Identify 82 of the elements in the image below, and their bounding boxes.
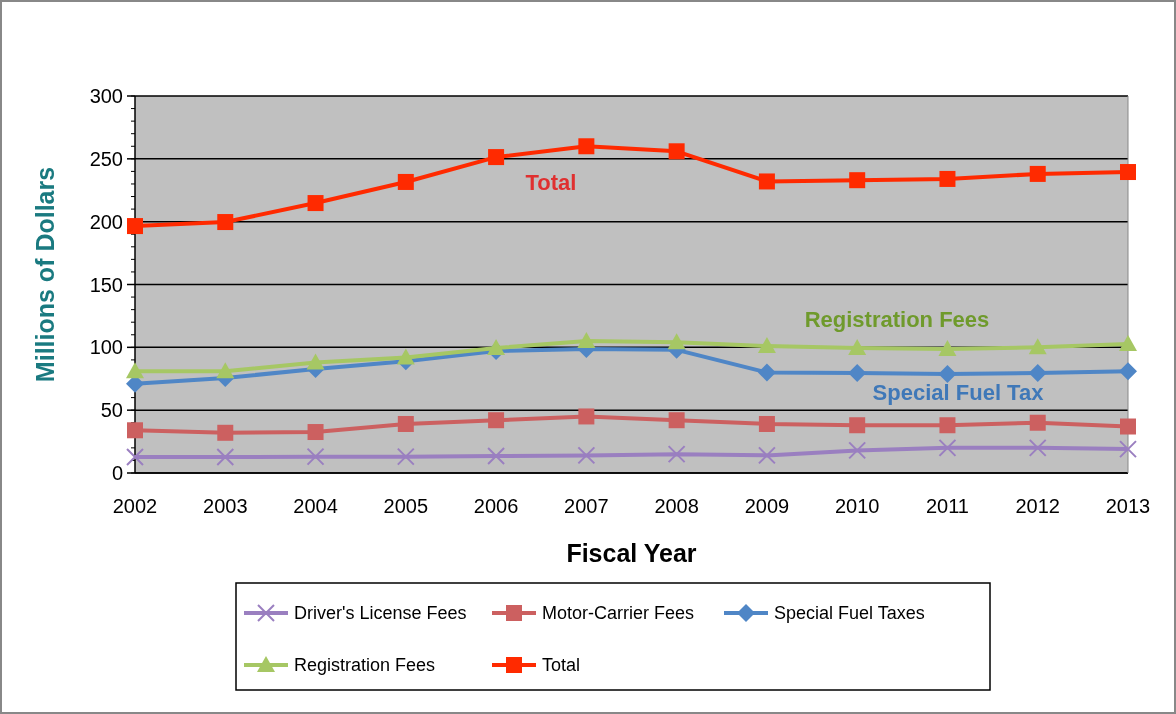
point [306,447,325,466]
legend-label: Driver's License Fees [294,603,467,624]
y-tick-label: 300 [89,85,123,107]
point [217,424,234,441]
y-tick-label: 50 [100,399,123,422]
annotation: Special Fuel Tax [872,379,1045,405]
point [757,337,776,354]
x-tick-label: 2004 [293,495,338,517]
x-tick-label: 2011 [925,495,969,517]
x-tick-label: 2012 [1015,495,1060,517]
point [1120,164,1136,181]
x-tick-label: 2010 [834,495,880,517]
point [488,149,505,166]
point [577,332,596,349]
point [396,447,415,466]
point [938,364,957,383]
point [488,412,505,429]
point [577,446,596,465]
point [307,424,324,441]
point [667,445,686,464]
point [1119,362,1137,381]
point [938,339,957,356]
x-tick-label: 2005 [383,495,429,517]
x-tick-label: 2002 [112,495,158,517]
y-tick-label: 150 [89,273,123,296]
point [126,362,144,379]
point [487,447,506,466]
x-tick-label: 2006 [473,495,519,517]
point [578,408,595,425]
point [758,173,775,190]
y-tick-label: 0 [111,462,123,484]
point [306,353,325,370]
point [1119,440,1137,459]
annotation: Registration Fees [804,306,990,332]
point [126,448,144,467]
point [939,170,956,187]
point [668,412,685,429]
point [939,417,956,434]
point [757,363,776,382]
point [396,348,415,365]
y-tick-label: 100 [89,336,123,359]
point [217,214,234,231]
point [307,195,324,212]
x-tick-label: 2003 [203,495,248,517]
point [127,218,143,235]
legend-label: Special Fuel Taxes [774,603,925,624]
point [397,173,414,190]
point [1119,335,1137,352]
point [1028,438,1047,457]
legend-label: Registration Fees [294,655,436,676]
point [127,422,143,439]
point [938,438,957,457]
legend-label: Motor-Carrier Fees [542,603,695,624]
x-tick-label: 2008 [654,495,699,517]
point [848,363,867,382]
x-axis-title: Fiscal Year [566,539,697,567]
legend-label: Total [542,655,581,676]
point [668,143,685,160]
annotation: Total [525,169,577,195]
point [849,417,866,434]
y-axis-title: Millions of Dollars [31,166,59,383]
point [216,362,235,379]
point [758,415,775,432]
point [216,448,235,467]
point [848,338,867,355]
point [667,333,686,350]
point [1028,338,1047,355]
point [1028,363,1047,382]
x-tick-label: 2013 [1105,495,1151,517]
y-tick-label: 200 [89,210,123,233]
point [1029,165,1046,182]
point [397,415,414,432]
point [487,338,506,355]
point [848,441,867,460]
point [578,138,595,155]
y-tick-label: 250 [89,147,123,170]
point [1029,414,1046,431]
point [757,446,776,465]
point [849,172,866,189]
x-tick-label: 2009 [744,495,790,517]
point [1120,418,1136,435]
x-tick-label: 2007 [564,495,609,517]
